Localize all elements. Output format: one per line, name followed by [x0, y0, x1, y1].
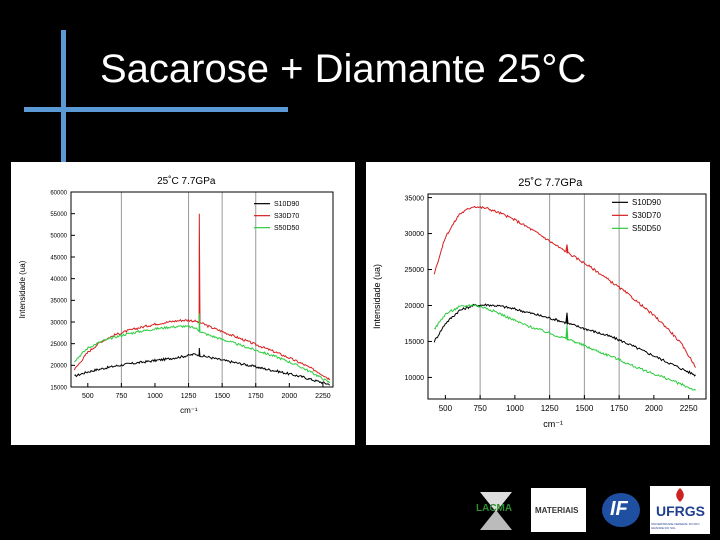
y-axis-label: Intensidade (ua) [372, 264, 382, 329]
x-tick-label: 1750 [248, 393, 264, 400]
x-tick-label: 2250 [315, 393, 331, 400]
legend-label: S30D70 [274, 213, 299, 220]
chart-panel-left: 500 750 1000 1250 1500 1750 2000 2250 15000 20000… [11, 162, 355, 445]
ufrgs-logo-text: UFRGS [656, 503, 705, 519]
legend-label: S50D50 [632, 224, 661, 233]
accent-horizontal-bar [24, 107, 288, 112]
y-tick-label: 25000 [50, 342, 67, 348]
series-line-s10d90 [433, 303, 696, 377]
series-line-s30d70 [433, 205, 697, 368]
series-line-s50d50 [434, 303, 696, 391]
x-tick-label: 1250 [181, 393, 197, 400]
series-line-s30d70 [73, 213, 331, 381]
ufrgs-flame-shape [676, 488, 684, 502]
x-tick-label: 750 [116, 393, 128, 400]
x-tick-label: 1000 [506, 404, 524, 413]
y-tick-label: 60000 [50, 190, 67, 196]
x-tick-label: 1000 [147, 393, 163, 400]
materials-logo-text: MATERIAIS [535, 506, 579, 515]
y-tick-label: 30000 [50, 320, 67, 326]
lacma-emblem-icon [480, 492, 512, 530]
x-axis-label: cm⁻¹ [543, 419, 563, 429]
y-tick-label: 35000 [405, 195, 425, 202]
y-tick-label: 25000 [405, 267, 425, 274]
materials-logo: MATERIAIS [531, 488, 586, 532]
y-tick-label: 30000 [405, 231, 425, 238]
y-tick-label: 35000 [50, 299, 67, 305]
plot-frame [427, 193, 707, 400]
chart-panel-right: 500 750 1000 1250 1500 1750 2000 2250 10000 15000… [366, 162, 710, 445]
if-emblem-icon [602, 493, 640, 527]
ufrgs-flame-icon [676, 488, 684, 502]
y-tick-label: 45000 [50, 255, 67, 261]
chart-title: 25˚C 7.7GPa [157, 175, 216, 187]
x-tick-label: 1750 [610, 404, 628, 413]
x-tick-label: 2000 [282, 393, 298, 400]
if-logo: IF [600, 486, 642, 534]
y-tick-label: 10000 [405, 375, 425, 382]
y-axis-label: Intensidade (ua) [18, 260, 27, 318]
x-tick-label: 750 [473, 404, 487, 413]
legend-label: S30D70 [632, 211, 661, 220]
series-line-s50d50 [74, 313, 331, 384]
x-tick-label: 1250 [541, 404, 559, 413]
y-tick-label: 40000 [50, 277, 67, 283]
accent-vertical-bar [61, 30, 66, 162]
lacma-logo: LACMA [472, 486, 520, 534]
ufrgs-logo: UFRGS UNIVERSIDADE FEDERAL DO RIO GRANDE… [650, 486, 710, 534]
x-tick-label: 2250 [680, 404, 698, 413]
legend-label: S50D50 [274, 225, 299, 232]
x-tick-label: 2000 [645, 404, 663, 413]
y-tick-label: 15000 [50, 385, 67, 391]
legend-label: S10D90 [274, 201, 299, 208]
lacma-logo-text: LACMA [476, 503, 513, 514]
y-tick-label: 50000 [50, 234, 67, 240]
x-tick-label: 1500 [214, 393, 230, 400]
y-tick-label: 20000 [50, 364, 67, 370]
chart-right: 500 750 1000 1250 1500 1750 2000 2250 10000 15000… [372, 177, 707, 429]
ufrgs-logo-subtitle: UNIVERSIDADE FEDERAL DO RIO GRANDE DO SU… [651, 522, 700, 530]
plot-frame [70, 191, 334, 388]
chart-title: 25˚C 7.7GPa [518, 177, 583, 189]
x-axis-label: cm⁻¹ [180, 406, 198, 415]
y-tick-label: 20000 [405, 303, 425, 310]
x-tick-label: 500 [439, 404, 453, 413]
y-tick-label: 15000 [405, 339, 425, 346]
y-tick-label: 55000 [50, 212, 67, 218]
slide-title: Sacarose + Diamante 25°C [100, 47, 587, 91]
chart-left: 500 750 1000 1250 1500 1750 2000 2250 15000 20000… [18, 175, 334, 415]
series-line-s10d90 [74, 347, 331, 386]
x-tick-label: 500 [82, 393, 94, 400]
x-tick-label: 1500 [575, 404, 593, 413]
if-logo-text: IF [610, 498, 628, 520]
legend-label: S10D90 [632, 198, 661, 207]
